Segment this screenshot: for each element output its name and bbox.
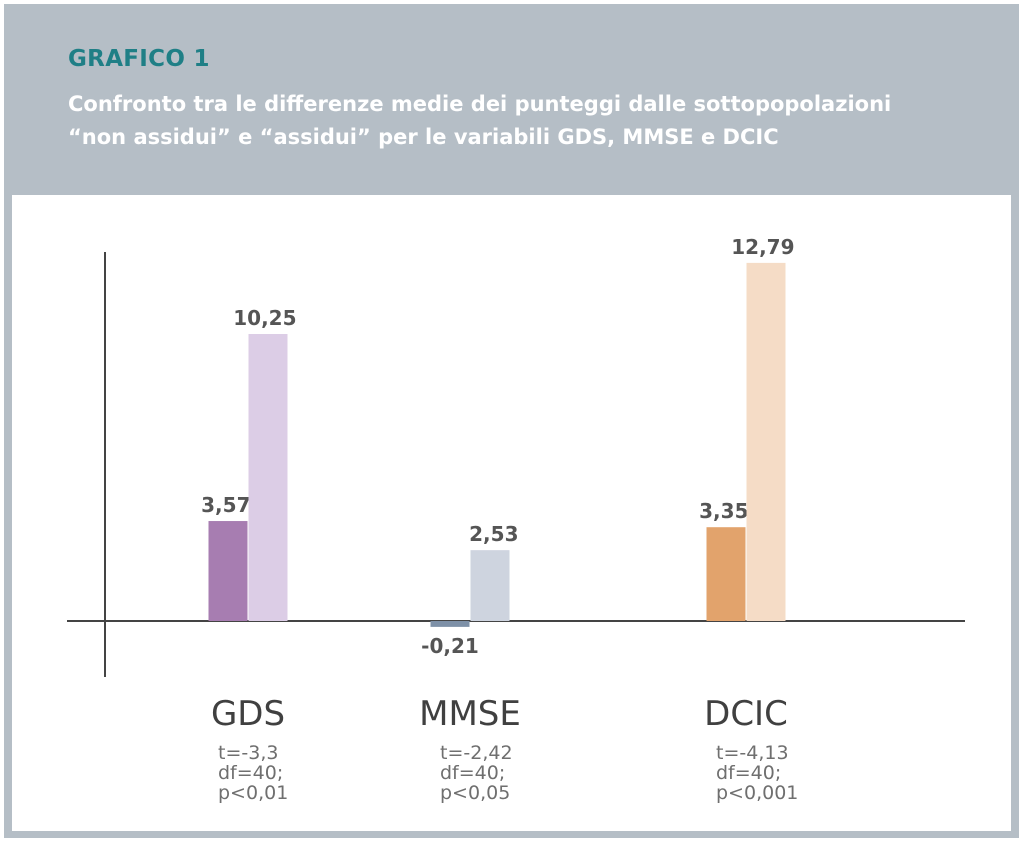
stat-gds-1: df=40; (218, 762, 283, 784)
chart-panel: 3,57 10,25 GDS t=-3,3 df=40; p<0,01 -0,21 2,53 M… (12, 195, 1011, 831)
category-label-mmse: MMSE (419, 694, 521, 734)
data-label-mmse-non-assidui: -0,21 (421, 634, 479, 658)
chart-title: GRAFICO 1 (68, 46, 210, 72)
stat-mmse-0: t=-2,42 (440, 742, 513, 764)
data-label-gds-non-assidui: 3,57 (201, 493, 250, 517)
stat-gds-0: t=-3,3 (218, 742, 278, 764)
data-label-gds-assidui: 10,25 (233, 306, 296, 330)
stat-dcic-0: t=-4,13 (716, 742, 789, 764)
stat-dcic-2: p<0,001 (716, 782, 798, 804)
bar-dcic-assidui (746, 262, 786, 621)
data-label-mmse-assidui: 2,53 (469, 522, 518, 546)
bar-gds-assidui (248, 334, 288, 621)
category-label-dcic: DCIC (704, 694, 788, 734)
bar-chart: 3,5710,25GDSt=-3,3df=40;p<0,01-0,212,53M… (67, 235, 965, 804)
bar-mmse-non-assidui (430, 621, 470, 627)
stat-gds-2: p<0,01 (218, 782, 288, 804)
category-label-gds: GDS (211, 694, 285, 734)
bar-gds-non-assidui (208, 521, 248, 621)
data-label-dcic-non-assidui: 3,35 (699, 499, 748, 523)
stat-mmse-2: p<0,05 (440, 782, 510, 804)
chart-subtitle: Confronto tra le differenze medie dei pu… (68, 92, 892, 149)
data-label-dcic-assidui: 12,79 (731, 235, 794, 259)
bar-mmse-assidui (470, 550, 510, 621)
bar-dcic-non-assidui (706, 527, 746, 621)
stat-dcic-1: df=40; (716, 762, 781, 784)
stat-mmse-1: df=40; (440, 762, 505, 784)
